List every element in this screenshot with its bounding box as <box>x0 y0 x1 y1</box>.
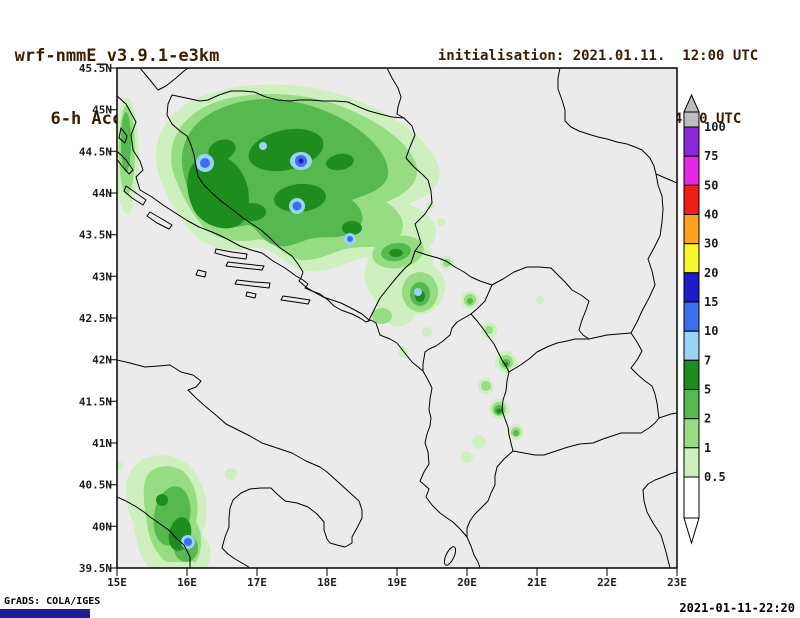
lat-tick-label: 39.5N <box>79 562 112 575</box>
lon-tick-label: 16E <box>177 576 197 589</box>
colorbar-segment <box>683 476 700 519</box>
colorbar-segment <box>683 184 700 216</box>
colorbar-segment <box>683 389 700 420</box>
lat-tick-label: 40N <box>92 520 112 533</box>
corfu-island <box>443 546 457 566</box>
colorbar-tick-label: 10 <box>704 324 718 338</box>
colorbar-tick-label: 5 <box>704 383 711 397</box>
lon-tick-label: 17E <box>247 576 267 589</box>
lon-tick-label: 23E <box>667 576 687 589</box>
colorbar-segment <box>683 111 700 128</box>
lat-tick-label: 45N <box>92 104 112 117</box>
colorbar-segment <box>683 418 700 449</box>
initialisation-label: initialisation: 2021.01.11. 12:00 UTC <box>437 48 759 64</box>
lat-tick-label: 42N <box>92 354 112 367</box>
border-serbia-romania-danube <box>557 68 677 184</box>
colorbar-arrow-bottom <box>683 517 700 545</box>
lon-tick-label: 22E <box>597 576 617 589</box>
border-kosovo-serbia <box>491 266 590 340</box>
precip-layer-7-10 <box>181 142 422 549</box>
border-albania-greece <box>466 450 514 538</box>
colorbar-segment <box>683 301 700 332</box>
colorbar-labels: 100 75 50 40 30 20 15 10 7 5 2 1 0.5 <box>704 120 726 484</box>
colorbar-tick-label: 40 <box>704 208 718 222</box>
border-bosnia-montenegro <box>368 250 416 321</box>
coastline-greece-aegean <box>642 471 677 568</box>
border-montenegro-albania <box>422 284 493 372</box>
border-croatia-serbia-danube <box>386 68 405 119</box>
precip-layer-10-15 <box>184 155 353 546</box>
croatian-islands <box>117 127 311 305</box>
lat-tick-label: 41.5N <box>79 395 112 408</box>
lon-tick-label: 20E <box>457 576 477 589</box>
colorbar-tick-label: 20 <box>704 266 718 280</box>
border-bosnia-east-drina <box>403 117 433 252</box>
lat-tick-label: 44N <box>92 187 112 200</box>
border-kosovo-macedonia <box>508 338 590 373</box>
colorbar-tick-label: 1 <box>704 441 711 455</box>
lat-tick-label: 42.5N <box>79 312 112 325</box>
lat-tick-label: 43N <box>92 270 112 283</box>
lat-tick-marks <box>109 67 117 569</box>
colorbar-segment <box>683 214 700 245</box>
colorbar-segment <box>683 272 700 303</box>
lat-tick-label: 45.5N <box>79 62 112 75</box>
border-albania-macedonia <box>501 371 514 452</box>
lat-tick-label: 41N <box>92 437 112 450</box>
colorbar-tick-label: 50 <box>704 178 718 192</box>
colorbar-segment <box>683 126 700 157</box>
generation-timestamp: 2021-01-11-22:20 <box>679 601 795 615</box>
geography <box>117 68 677 568</box>
colorbar-tick-label: 7 <box>704 353 711 367</box>
lon-tick-marks <box>116 568 678 576</box>
border-kosovo-albania <box>470 313 510 373</box>
colorbar-segment <box>683 243 700 274</box>
lat-tick-label: 44.5N <box>79 145 112 158</box>
colorbar-segment <box>683 447 700 478</box>
lon-axis-labels: 15E 16E 17E 18E 19E 20E 21E 22E 23E <box>107 576 687 589</box>
lon-tick-label: 15E <box>107 576 127 589</box>
colorbar-segment <box>683 155 700 186</box>
axis-ticks <box>109 67 678 576</box>
precip-layer-15-20 <box>298 158 304 164</box>
bottom-left-bar <box>0 609 90 618</box>
colorbar-tick-label: 75 <box>704 149 718 163</box>
border-bosnia-west <box>166 94 370 321</box>
border-macedonia-greece <box>512 417 660 456</box>
colorbar-tick-label: 15 <box>704 295 718 309</box>
colorbar-tick-label: 2 <box>704 412 711 426</box>
border-macedonia-bulgaria <box>630 332 660 419</box>
lon-tick-label: 18E <box>317 576 337 589</box>
colorbar <box>683 93 700 545</box>
border-slovenia-croatia <box>139 68 188 91</box>
border-serbia-bulgaria <box>630 173 664 334</box>
border-serbia-montenegro <box>414 250 493 286</box>
colorbar-tick-label: 0.5 <box>704 470 726 484</box>
lat-tick-label: 43.5N <box>79 229 112 242</box>
coastline-italy-adriatic <box>117 359 363 568</box>
colorbar-segment <box>683 359 700 390</box>
colorbar-tick-label: 30 <box>704 237 718 251</box>
border-greece-bulgaria <box>658 412 677 419</box>
colorbar-segment <box>683 330 700 361</box>
border-bosnia-north <box>171 90 405 119</box>
lat-tick-label: 40.5N <box>79 479 112 492</box>
colorbar-tick-label: 100 <box>704 120 726 134</box>
grads-credit: GrADS: COLA/IGES <box>4 596 101 607</box>
precip-field <box>117 84 544 568</box>
model-title: wrf-nmmE_v3.9.1-e3km <box>14 46 220 66</box>
lon-tick-label: 19E <box>387 576 407 589</box>
lon-tick-label: 21E <box>527 576 547 589</box>
colorbar-arrow-top <box>683 93 700 113</box>
lat-axis-labels: 45.5N 45N 44.5N 44N 43.5N 43N 42.5N 42N … <box>79 62 112 575</box>
coastline-italy-tyrrhenian <box>117 496 191 568</box>
coastline-adriatic-balkan <box>117 95 481 568</box>
border-serbia-macedonia <box>588 332 632 340</box>
